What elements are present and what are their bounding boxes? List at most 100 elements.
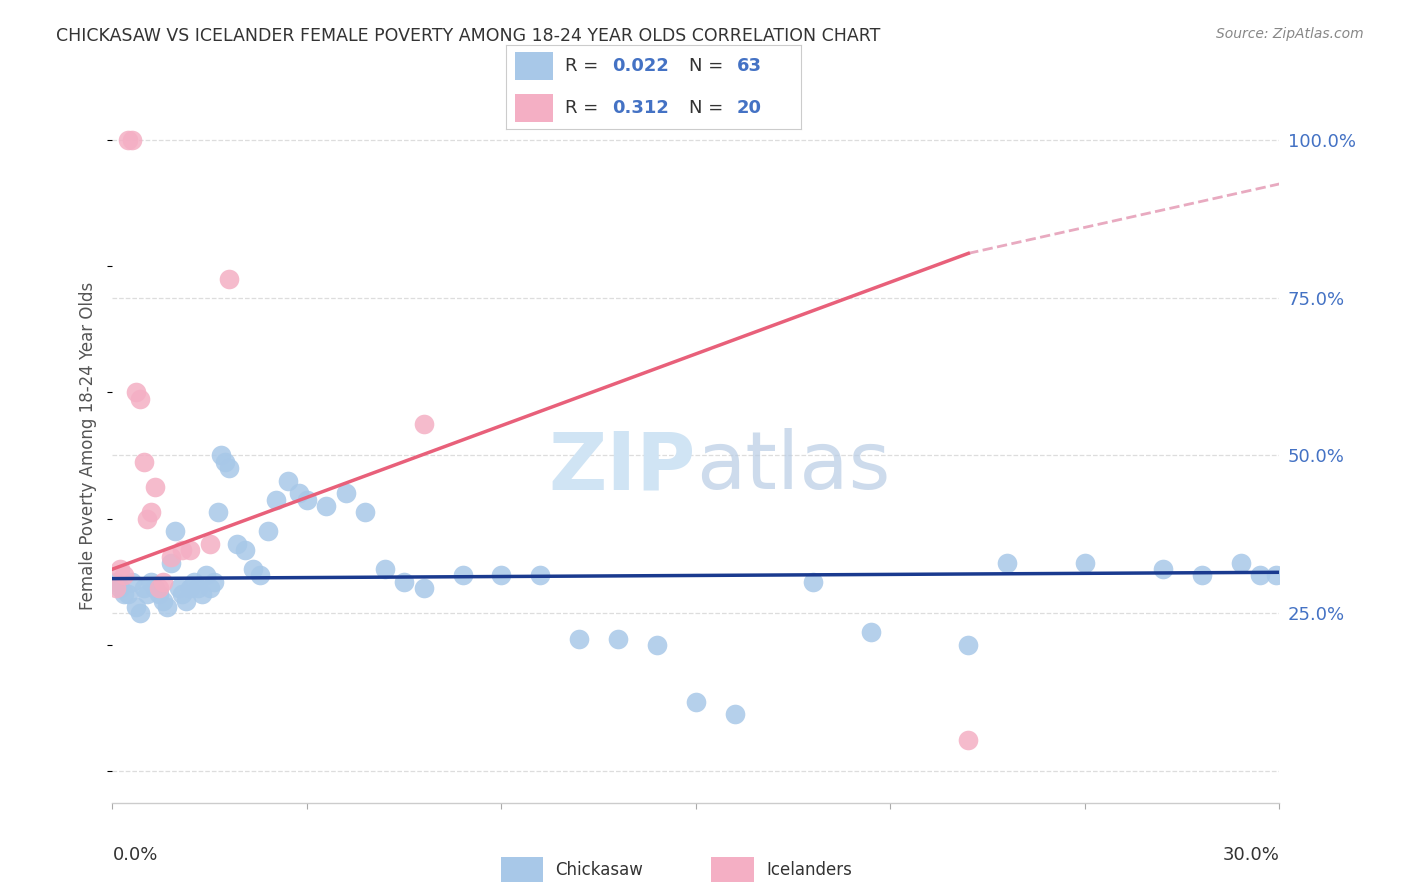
Text: ZIP: ZIP	[548, 428, 696, 507]
Point	[112, 587, 135, 601]
Point	[957, 732, 980, 747]
Point	[148, 587, 170, 601]
Bar	[515, 94, 554, 121]
Point	[412, 417, 434, 431]
Point	[568, 632, 591, 646]
Point	[288, 486, 311, 500]
Point	[132, 581, 155, 595]
Point	[645, 638, 668, 652]
Text: 20: 20	[737, 99, 762, 117]
Point	[957, 638, 980, 652]
Point	[264, 492, 287, 507]
Text: 0.022: 0.022	[613, 57, 669, 75]
Point	[207, 505, 229, 519]
Point	[121, 133, 143, 147]
Point	[995, 556, 1018, 570]
Point	[121, 574, 143, 589]
Point	[198, 581, 221, 595]
Point	[198, 537, 221, 551]
Text: 63: 63	[737, 57, 762, 75]
Point	[112, 568, 135, 582]
Point	[1074, 556, 1097, 570]
Point	[242, 562, 264, 576]
Point	[233, 543, 256, 558]
Point	[160, 556, 183, 570]
Point	[607, 632, 630, 646]
Point	[249, 568, 271, 582]
Point	[179, 543, 201, 558]
Point	[136, 511, 159, 525]
Point	[132, 455, 155, 469]
Point	[143, 581, 166, 595]
Text: CHICKASAW VS ICELANDER FEMALE POVERTY AMONG 18-24 YEAR OLDS CORRELATION CHART: CHICKASAW VS ICELANDER FEMALE POVERTY AM…	[56, 27, 880, 45]
Text: 0.0%: 0.0%	[112, 846, 157, 863]
Text: Chickasaw: Chickasaw	[555, 861, 643, 879]
Point	[218, 461, 240, 475]
Point	[412, 581, 434, 595]
Point	[685, 695, 707, 709]
Point	[152, 574, 174, 589]
Bar	[501, 857, 543, 882]
Point	[110, 562, 132, 576]
Point	[276, 474, 298, 488]
Bar	[711, 857, 754, 882]
Point	[315, 499, 337, 513]
Point	[202, 574, 225, 589]
Point	[125, 600, 148, 615]
Text: R =: R =	[565, 57, 605, 75]
Point	[110, 581, 132, 595]
Text: 30.0%: 30.0%	[1223, 846, 1279, 863]
Point	[148, 581, 170, 595]
Point	[117, 587, 139, 601]
Point	[1249, 568, 1271, 582]
Point	[257, 524, 280, 539]
Point	[125, 385, 148, 400]
Point	[172, 543, 194, 558]
Point	[160, 549, 183, 564]
Point	[194, 568, 217, 582]
Point	[451, 568, 474, 582]
Point	[128, 392, 150, 406]
Point	[1191, 568, 1213, 582]
Point	[1152, 562, 1174, 576]
Point	[141, 505, 163, 519]
Point	[392, 574, 416, 589]
Point	[191, 587, 214, 601]
Point	[105, 574, 128, 589]
Point	[226, 537, 249, 551]
Point	[117, 133, 139, 147]
Point	[176, 593, 198, 607]
Point	[1264, 568, 1286, 582]
Point	[105, 581, 128, 595]
Point	[374, 562, 396, 576]
Y-axis label: Female Poverty Among 18-24 Year Olds: Female Poverty Among 18-24 Year Olds	[79, 282, 97, 610]
Point	[218, 271, 240, 285]
Bar	[515, 53, 554, 80]
Text: Source: ZipAtlas.com: Source: ZipAtlas.com	[1216, 27, 1364, 41]
Point	[859, 625, 883, 640]
Point	[187, 581, 209, 595]
Point	[136, 587, 159, 601]
Point	[143, 480, 166, 494]
Point	[214, 455, 236, 469]
Point	[163, 524, 186, 539]
Text: Icelanders: Icelanders	[766, 861, 852, 879]
Point	[354, 505, 377, 519]
Point	[1229, 556, 1251, 570]
Point	[335, 486, 357, 500]
Text: atlas: atlas	[696, 428, 890, 507]
Point	[167, 581, 190, 595]
Point	[209, 449, 232, 463]
Point	[183, 574, 205, 589]
Point	[179, 581, 201, 595]
Point	[172, 587, 194, 601]
Point	[141, 574, 163, 589]
Point	[724, 707, 747, 722]
Point	[156, 600, 179, 615]
Point	[128, 607, 150, 621]
Text: R =: R =	[565, 99, 605, 117]
Point	[491, 568, 513, 582]
Point	[295, 492, 318, 507]
Text: N =: N =	[689, 57, 730, 75]
Point	[152, 593, 174, 607]
